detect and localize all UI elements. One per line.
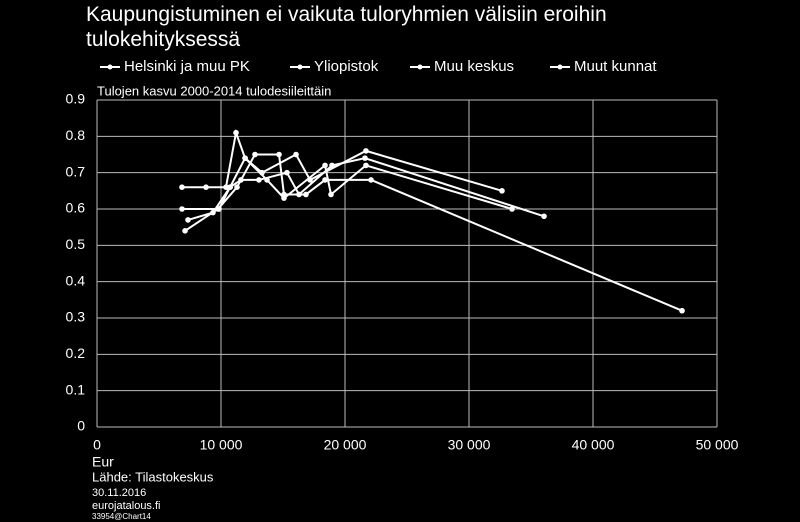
data-point [322, 162, 328, 169]
data-point [499, 188, 505, 194]
x-tick-label: 30 000 [448, 437, 491, 453]
data-point [233, 129, 239, 136]
y-tick-label: 0.5 [66, 236, 86, 252]
y-tick-label: 0.8 [66, 127, 86, 143]
data-point [363, 162, 369, 169]
data-point [328, 191, 334, 198]
x-tick-label: 50 000 [696, 437, 739, 453]
data-point [296, 191, 302, 198]
data-point [276, 151, 282, 158]
data-point [368, 177, 374, 183]
data-point [210, 209, 216, 216]
x-axis-label: Eur [92, 454, 114, 470]
data-point [223, 184, 229, 190]
y-tick-label: 0.2 [66, 345, 86, 361]
data-point [284, 169, 290, 176]
legend-marker [297, 64, 303, 70]
y-tick-label: 0.6 [66, 200, 86, 216]
x-tick-label: 0 [93, 437, 101, 453]
source-id: 33954@Chart14 [92, 512, 151, 521]
data-point [179, 206, 185, 212]
y-tick-label: 0.1 [66, 381, 86, 397]
data-point [281, 195, 287, 201]
data-point [185, 217, 191, 223]
chart-title: Kaupungistuminen ei vaikuta tuloryhmien … [86, 3, 607, 51]
data-point [256, 177, 262, 183]
data-point [252, 151, 258, 158]
data-point [509, 206, 515, 212]
title-box: Kaupungistuminen ei vaikuta tuloryhmien … [86, 3, 607, 51]
legend-label: Helsinki ja muu PK [124, 58, 250, 75]
y-tick-label: 0.3 [66, 309, 86, 325]
data-point [679, 307, 685, 314]
y-tick-label: 0.4 [66, 272, 86, 288]
data-point [227, 184, 233, 190]
data-point [362, 155, 368, 161]
legend-label: Yliopistok [314, 58, 379, 75]
y-tick-label: 0.7 [66, 163, 86, 179]
data-point [264, 177, 270, 183]
legend-label: Muu keskus [434, 58, 514, 75]
data-point [216, 206, 222, 212]
source-date: 30.11.2016 [92, 487, 146, 499]
data-point [179, 184, 185, 190]
series-line [182, 157, 545, 218]
data-point [234, 184, 240, 190]
series-line [187, 156, 513, 221]
source: Lähde: Tilastokeskus [92, 469, 214, 484]
x-tick-label: 20 000 [324, 437, 367, 453]
legend-label: Muut kunnat [574, 58, 657, 75]
series-line [182, 128, 503, 192]
data-point [363, 148, 369, 154]
legend-marker [417, 64, 423, 70]
data-point [238, 177, 244, 183]
subtitle: Tulojen kasvu 2000-2014 tulodesiileittäi… [97, 83, 331, 98]
y-tick-label: 0.9 [66, 91, 86, 107]
x-tick-label: 10 000 [200, 437, 243, 453]
y-tick-label: 0 [77, 418, 85, 434]
data-point [541, 213, 547, 220]
data-point [322, 177, 328, 183]
legend-marker [557, 64, 563, 70]
data-point [303, 191, 309, 198]
data-point [293, 151, 299, 158]
legend-marker [107, 64, 113, 70]
x-tick-label: 40 000 [572, 437, 615, 453]
source-site: eurojatalous.fi [92, 500, 161, 512]
data-point [203, 184, 209, 190]
data-point [242, 155, 248, 161]
data-point [182, 228, 188, 234]
